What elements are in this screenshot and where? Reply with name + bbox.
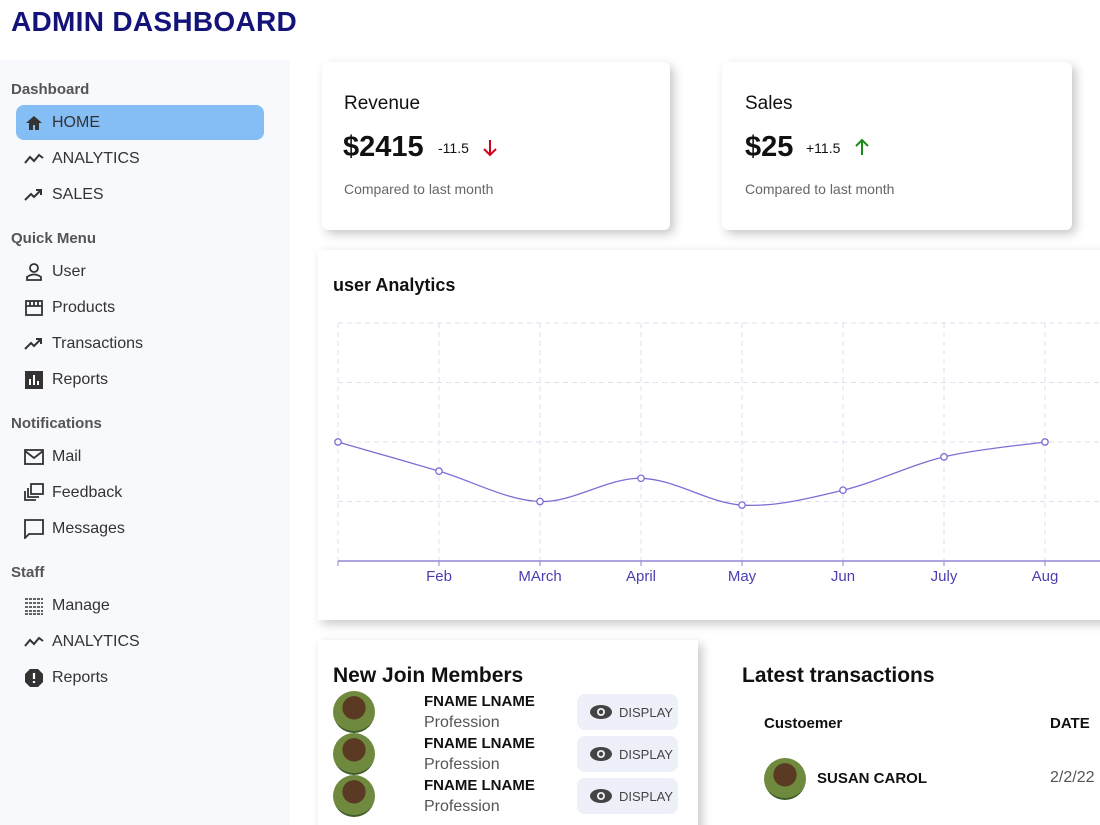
transaction-date: 2/2/22: [1050, 769, 1095, 786]
member-profession: Profession: [424, 714, 500, 731]
nav-item[interactable]: Messages: [52, 520, 125, 537]
eye-icon: [590, 789, 612, 803]
section-title: Quick Menu: [11, 230, 97, 247]
chart-panel: [318, 250, 1100, 620]
card-title: Sales: [745, 93, 793, 114]
icon: [24, 153, 44, 164]
nav-item[interactable]: SALES: [52, 186, 104, 203]
icon: [24, 338, 42, 350]
icon: [24, 449, 44, 465]
data-point: [334, 438, 342, 446]
app-title: ADMIN DASHBOARD: [11, 6, 298, 37]
nav-item[interactable]: Products: [52, 299, 116, 316]
avatar: [333, 775, 375, 817]
nav-item[interactable]: ANALYTICS: [52, 150, 140, 167]
nav-item[interactable]: Reports: [52, 371, 109, 388]
card-title: Revenue: [344, 93, 421, 114]
member-name: FNAME LNAME: [424, 735, 535, 752]
avatar: [333, 733, 375, 775]
nav-item[interactable]: ANALYTICS: [52, 633, 140, 650]
members-title: New Join Members: [333, 664, 524, 687]
x-tick-label: Aug: [1032, 568, 1059, 585]
section-title: Notifications: [11, 415, 102, 432]
icon: [25, 669, 43, 687]
nav-item[interactable]: Mail: [52, 448, 82, 465]
customer-name: SUSAN CAROL: [817, 770, 928, 787]
icon: [25, 598, 43, 615]
card-amount: $2415: [343, 131, 424, 163]
down-arrow: [483, 140, 497, 157]
icon: [25, 300, 43, 316]
card-change: +11.5: [806, 140, 841, 156]
data-point: [637, 474, 645, 483]
button-label: DISPLAY: [619, 705, 673, 720]
icon: [24, 636, 44, 647]
x-tick-label: May: [728, 568, 757, 585]
button-label: DISPLAY: [619, 789, 673, 804]
member-name: FNAME LNAME: [424, 693, 535, 710]
x-tick-label: Feb: [426, 568, 452, 585]
nav-item[interactable]: Feedback: [52, 484, 123, 501]
section-title: Staff: [11, 564, 45, 581]
display-button[interactable]: DISPLAY: [577, 694, 678, 730]
icon: [26, 116, 42, 130]
avatar: [764, 758, 806, 800]
sidebar: [0, 60, 290, 825]
display-button[interactable]: DISPLAY: [577, 778, 678, 814]
member-name: FNAME LNAME: [424, 777, 535, 794]
data-point: [738, 501, 746, 509]
x-tick-label: April: [626, 568, 656, 585]
x-tick-label: Jun: [831, 568, 855, 585]
card-change: -11.5: [438, 140, 469, 156]
data-line: [337, 441, 1046, 507]
nav-item[interactable]: Transactions: [52, 335, 143, 352]
data-point: [1041, 438, 1049, 446]
x-tick-label: MArch: [518, 568, 561, 585]
button-label: DISPLAY: [619, 747, 673, 762]
icon: [24, 189, 42, 201]
nav-item[interactable]: Manage: [52, 597, 110, 614]
nav-item[interactable]: User: [52, 263, 86, 280]
x-tick-label: July: [931, 568, 958, 585]
member-profession: Profession: [424, 798, 500, 815]
chart-title: user Analytics: [333, 275, 456, 295]
eye-icon: [590, 747, 612, 761]
active-item[interactable]: [16, 105, 264, 140]
card-note: Compared to last month: [344, 181, 494, 197]
stat-card: [322, 62, 670, 230]
stat-card: [722, 62, 1072, 230]
data-point: [536, 497, 544, 506]
display-button[interactable]: DISPLAY: [577, 736, 678, 772]
icon: [24, 483, 44, 501]
card-amount: $25: [745, 131, 794, 163]
data-point: [435, 467, 443, 476]
nav-item[interactable]: HOME: [52, 114, 100, 131]
avatar: [333, 691, 375, 733]
up-arrow: [855, 138, 869, 155]
eye-icon: [590, 705, 612, 719]
icon: [24, 519, 44, 539]
column-header: Custoemer: [764, 715, 843, 732]
icon: [25, 371, 43, 389]
icon: [26, 263, 42, 281]
transactions-title: Latest transactions: [742, 664, 935, 687]
data-point: [940, 453, 948, 461]
section-title: Dashboard: [11, 81, 90, 98]
column-header: DATE: [1050, 715, 1090, 732]
nav-item[interactable]: Reports: [52, 669, 109, 686]
card-note: Compared to last month: [745, 181, 895, 197]
member-profession: Profession: [424, 756, 500, 773]
data-point: [839, 486, 847, 495]
